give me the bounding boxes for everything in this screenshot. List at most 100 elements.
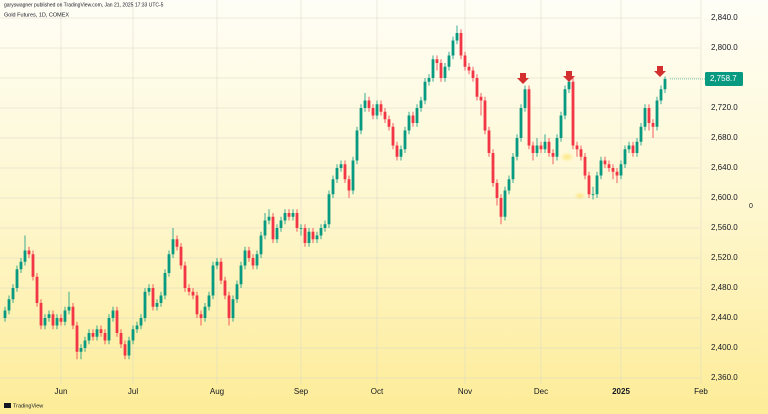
candle-body (191, 291, 195, 296)
candle-body (167, 254, 171, 273)
candle-body (551, 153, 555, 157)
candle-body (495, 183, 499, 198)
candle-body (83, 340, 87, 348)
candle-body (283, 213, 287, 221)
candle-body (451, 40, 455, 56)
candle-body (547, 141, 551, 153)
candle-body (367, 100, 371, 108)
candle-body (627, 145, 631, 150)
candle-body (99, 329, 103, 333)
y-tick-label: 2,440.0 (711, 313, 738, 322)
candle-body (327, 194, 331, 225)
candle-body (307, 231, 311, 243)
candle-body (395, 145, 399, 157)
candle-body (435, 59, 439, 63)
candle-body (119, 333, 123, 345)
candle-body (51, 314, 55, 326)
x-tick-label: Sep (294, 387, 309, 396)
candle-body (207, 295, 211, 307)
candle-body (71, 306, 75, 326)
candle-body (111, 310, 115, 318)
candle-body (387, 119, 391, 127)
candle-body (331, 179, 335, 195)
candle-body (375, 104, 379, 116)
candle-body (219, 261, 223, 281)
candle-body (231, 299, 235, 318)
candle-body (267, 216, 271, 221)
candle-body (507, 179, 511, 191)
x-tick-label: Feb (694, 387, 708, 396)
candle-body (491, 153, 495, 183)
candle-body (555, 138, 559, 157)
candle-body (411, 115, 415, 123)
candle-body (199, 314, 203, 318)
candle-body (655, 100, 659, 127)
candle-body (103, 333, 107, 341)
candle-body (139, 318, 143, 326)
candle-body (579, 149, 583, 157)
candle-body (383, 111, 387, 120)
candle-body (607, 164, 611, 168)
candle-body (371, 108, 375, 116)
last-price-label: 2,758.7 (710, 74, 737, 83)
candle-body (631, 145, 635, 153)
candle-body (295, 213, 299, 228)
candle-body (567, 81, 571, 90)
candle-body (635, 141, 639, 153)
candle-body (563, 89, 567, 116)
candle-body (275, 228, 279, 240)
candle-body (255, 254, 259, 266)
candle-body (643, 108, 647, 127)
candle-body (571, 81, 575, 146)
candle-body (347, 179, 351, 191)
candle-body (35, 276, 39, 303)
candle-body (31, 254, 35, 277)
logo (4, 403, 11, 408)
y-tick-label: 2,840.0 (711, 13, 738, 22)
down-arrow (563, 71, 575, 82)
publisher: garyswagner published on TradingView.com… (4, 2, 164, 8)
candle-body (515, 138, 519, 157)
candle-body (263, 220, 267, 236)
candle-body (499, 198, 503, 217)
candle-body (399, 149, 403, 157)
candle-body (423, 81, 427, 101)
candle-body (279, 220, 283, 228)
candle-body (471, 70, 475, 78)
candle-body (355, 130, 359, 161)
candle-body (459, 33, 463, 56)
candle-body (599, 160, 603, 176)
candle-body (239, 265, 243, 285)
y-tick-label: 2,360.0 (711, 373, 738, 382)
candle-body (87, 333, 91, 341)
x-tick-label: Oct (371, 387, 384, 396)
candle-body (539, 145, 543, 150)
candle-body (483, 100, 487, 131)
candle-body (611, 168, 615, 172)
plot (3, 25, 667, 360)
candle-body (523, 89, 527, 108)
candle-body (215, 261, 219, 266)
candle-body (323, 224, 327, 228)
candle-body (227, 295, 231, 318)
candle-body (419, 100, 423, 108)
candle-body (287, 213, 291, 217)
candle-body (11, 288, 15, 300)
candle-body (135, 325, 139, 330)
brand-text: TradingView (13, 403, 43, 409)
candle-body (235, 284, 239, 300)
x-tick-label: Dec (534, 387, 548, 396)
candle-body (311, 231, 315, 240)
candle-body (443, 66, 447, 78)
candle-body (439, 63, 443, 78)
candle-body (107, 318, 111, 341)
candle-body (623, 149, 627, 165)
candle-body (27, 250, 31, 255)
candle-body (455, 33, 459, 41)
candle-body (115, 310, 119, 333)
y-tick-label: 2,640.0 (711, 163, 738, 172)
candle-body (211, 265, 215, 296)
candle-body (147, 288, 151, 292)
y-tick-label: 2,560.0 (711, 223, 738, 232)
